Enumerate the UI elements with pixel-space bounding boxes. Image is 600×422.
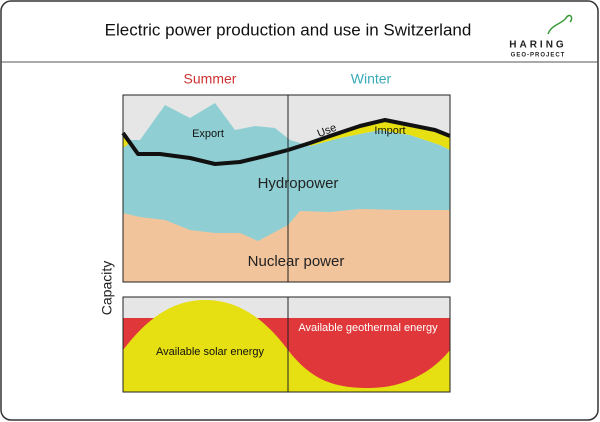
frame bbox=[122, 94, 451, 283]
logo-swirl bbox=[547, 14, 573, 35]
logo-name: HARING bbox=[509, 40, 566, 51]
y-axis-label: Capacity bbox=[99, 261, 115, 315]
geothermal-label: Available geothermal energy bbox=[298, 322, 438, 334]
export-label: Export bbox=[192, 128, 224, 140]
hydropower-label: Hydropower bbox=[258, 175, 339, 192]
nuclear-area bbox=[123, 209, 450, 282]
nuclear-label: Nuclear power bbox=[248, 253, 345, 270]
production-chart: Export Use Import Hydropower Nuclear pow… bbox=[121, 94, 451, 283]
solar-area bbox=[123, 300, 450, 392]
import-label: Import bbox=[374, 125, 405, 137]
logo: HARING GEO-PROJECT bbox=[509, 14, 573, 59]
logo-subtitle: GEO-PROJECT bbox=[511, 53, 566, 59]
season-label: Summer bbox=[184, 71, 237, 87]
title: Electric power production and use in Swi… bbox=[105, 20, 472, 39]
season-label: Winter bbox=[351, 71, 392, 87]
solar-label: Available solar energy bbox=[156, 346, 265, 358]
potential-chart: Available solar energy Available geother… bbox=[122, 296, 451, 393]
frame bbox=[122, 296, 451, 393]
